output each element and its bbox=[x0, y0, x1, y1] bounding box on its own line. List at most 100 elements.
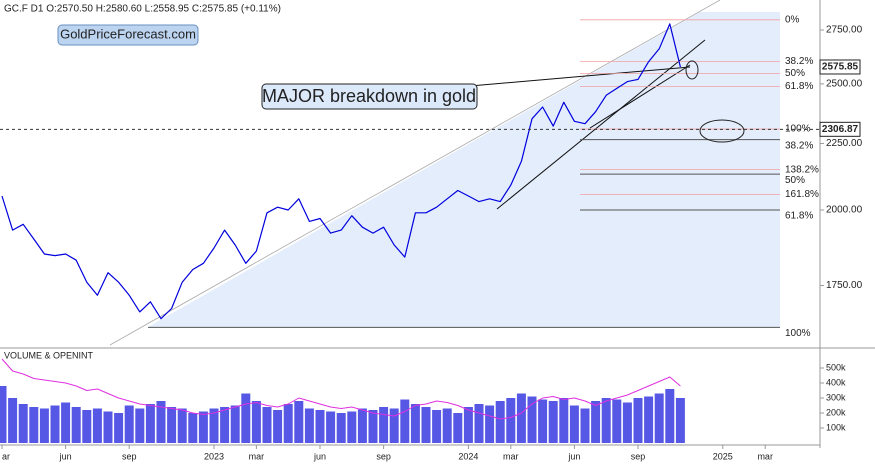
x-tick-label: sep bbox=[631, 451, 646, 461]
fib-label: 61.8% bbox=[785, 81, 813, 92]
volume-bar bbox=[665, 389, 675, 443]
y-tick-label: 2750.00 bbox=[826, 25, 863, 36]
y-tick-label: 400k bbox=[826, 377, 846, 387]
channel-line bbox=[109, 0, 721, 346]
volume-bar bbox=[400, 399, 410, 443]
volume-bar bbox=[601, 398, 611, 443]
volume-bar bbox=[548, 401, 558, 443]
volume-bar bbox=[379, 407, 389, 443]
volume-bar bbox=[463, 407, 473, 443]
volume-bar bbox=[495, 401, 505, 443]
volume-bar bbox=[114, 413, 124, 443]
volume-bar bbox=[538, 399, 548, 443]
panel-title: VOLUME & OPENINT bbox=[4, 350, 94, 360]
trend-line bbox=[496, 39, 706, 210]
volume-bar bbox=[29, 407, 39, 443]
fib-fan-area bbox=[148, 12, 780, 327]
x-tick-label: 2025 bbox=[713, 451, 733, 461]
volume-bar bbox=[474, 404, 484, 443]
fib-label: 61.8% bbox=[785, 211, 813, 222]
fib-label: 161.8% bbox=[785, 189, 819, 200]
volume-bar bbox=[675, 398, 685, 443]
volume-bar bbox=[167, 407, 177, 443]
openint-line bbox=[1, 358, 681, 420]
volume-bar bbox=[92, 408, 102, 443]
volume-bar bbox=[612, 399, 622, 443]
y-tick-label: 500k bbox=[826, 362, 846, 372]
plot-layer: 0%38.2%50%61.8%100%138.2%161.8%38.2%50%6… bbox=[0, 14, 820, 443]
x-tick-label: 2023 bbox=[204, 451, 224, 461]
volume-bar bbox=[241, 393, 251, 443]
y-tick-label: 200k bbox=[826, 407, 846, 417]
volume-bar bbox=[135, 408, 145, 443]
volume-bar bbox=[442, 408, 452, 443]
fib-label: 100% bbox=[785, 124, 811, 135]
price-tag: 2306.87 bbox=[822, 124, 859, 135]
volume-bar bbox=[569, 405, 579, 443]
volume-bar bbox=[283, 404, 293, 443]
volume-bar bbox=[103, 411, 113, 443]
x-tick-label: 2024 bbox=[458, 451, 478, 461]
highlight-ellipse bbox=[699, 119, 745, 143]
volume-bar bbox=[485, 405, 495, 443]
volume-bar bbox=[61, 402, 71, 443]
volume-bar bbox=[410, 404, 420, 443]
volume-bar bbox=[8, 398, 18, 443]
y-tick-label: 2000.00 bbox=[826, 205, 863, 216]
volume-bar bbox=[156, 401, 166, 443]
volume-bar bbox=[124, 405, 134, 443]
x-tick-label: jun bbox=[59, 451, 72, 461]
highlight-ellipse bbox=[685, 60, 699, 80]
volume-bar bbox=[421, 407, 431, 443]
volume-bar bbox=[304, 408, 314, 443]
callout: MAJOR breakdown in gold bbox=[262, 86, 476, 106]
volume-bar bbox=[580, 408, 590, 443]
fib-label: 38.2% bbox=[785, 56, 813, 67]
header: GC.F D1 O:2570.50 H:2580.60 L:2558.95 C:… bbox=[4, 4, 281, 15]
fib-label: 138.2% bbox=[785, 164, 819, 175]
volume-bar bbox=[389, 408, 399, 443]
fib-label: 50% bbox=[785, 68, 805, 79]
callout-box bbox=[261, 83, 478, 110]
volume-bar bbox=[591, 401, 601, 443]
volume-bar bbox=[644, 396, 654, 443]
x-tick-label: mar bbox=[503, 451, 519, 461]
x-tick-label: jun bbox=[567, 451, 580, 461]
x-tick-label: sep bbox=[376, 451, 391, 461]
price-line bbox=[1, 23, 681, 320]
volume-bar bbox=[432, 410, 442, 443]
pointer-line bbox=[469, 66, 691, 87]
volume-bar bbox=[39, 408, 49, 443]
volume-bar bbox=[453, 413, 463, 443]
y-tick-label: 300k bbox=[826, 392, 846, 402]
volume-bar bbox=[71, 407, 81, 443]
price-tag-box bbox=[819, 121, 861, 137]
logo: GoldPriceForecast.com bbox=[60, 26, 196, 41]
volume-bar bbox=[198, 411, 208, 443]
volume-bar bbox=[654, 393, 664, 443]
volume-bar bbox=[18, 404, 28, 443]
y-tick-label: 100k bbox=[826, 422, 846, 432]
logo-box bbox=[57, 24, 199, 46]
fib-label: 100% bbox=[785, 328, 811, 339]
volume-bar bbox=[294, 401, 304, 443]
volume-bar bbox=[347, 411, 357, 443]
volume-bar bbox=[251, 401, 261, 443]
volume-bar bbox=[326, 411, 336, 443]
volume-bar bbox=[506, 398, 516, 443]
volume-bar bbox=[188, 413, 198, 443]
volume-bar bbox=[177, 408, 187, 443]
volume-bar bbox=[262, 407, 272, 443]
x-tick-label: mar bbox=[249, 451, 265, 461]
x-tick-label: jun bbox=[313, 451, 326, 461]
x-tick-label: mar bbox=[757, 451, 773, 461]
volume-bar bbox=[220, 407, 230, 443]
trend-line bbox=[589, 64, 691, 129]
volume-bar bbox=[50, 405, 60, 443]
x-tick-label: ar bbox=[2, 451, 10, 461]
volume-bar bbox=[527, 396, 537, 443]
price-tag: 2575.85 bbox=[822, 62, 859, 73]
volume-bar bbox=[0, 386, 7, 443]
x-tick-label: sep bbox=[122, 451, 137, 461]
